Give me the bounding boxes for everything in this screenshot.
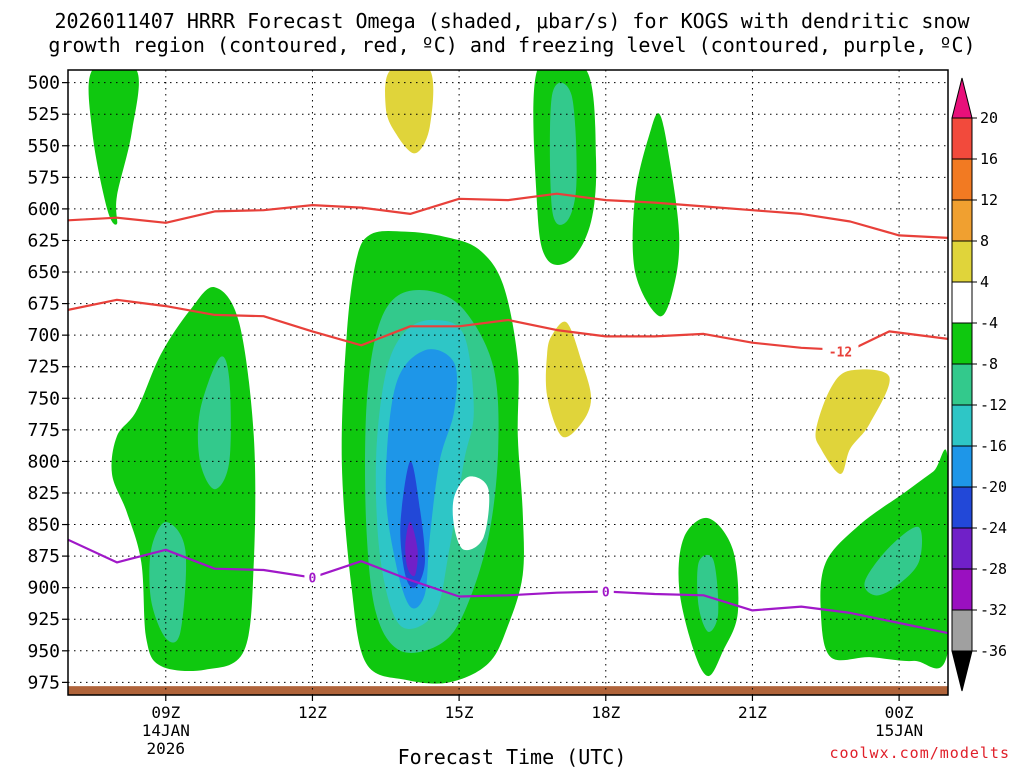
- y-tick-label-575: 575: [27, 167, 60, 188]
- colorbar-bottom-arrow: [951, 650, 973, 692]
- omega-teal-left-upper: [197, 356, 231, 490]
- colorbar-swatch-1: [951, 158, 973, 201]
- colorbar-swatch-7: [951, 404, 973, 447]
- x-tick-label-09Z: 09Z: [151, 703, 180, 722]
- omega-yellow-upper: [385, 70, 434, 154]
- y-tick-label-550: 550: [27, 136, 60, 157]
- red-contour-upper: [68, 192, 948, 239]
- y-tick-label-775: 775: [27, 420, 60, 441]
- colorbar-label-13: -36: [980, 642, 1007, 660]
- purple-freezing-level-label-1: 0: [602, 585, 610, 600]
- x-tick-label-18Z: 18Z: [591, 703, 620, 722]
- y-tick-label-725: 725: [27, 357, 60, 378]
- colorbar-swatch-9: [951, 486, 973, 529]
- colorbar-label-9: -20: [980, 478, 1007, 496]
- y-tick-label-750: 750: [27, 388, 60, 409]
- y-tick-label-650: 650: [27, 262, 60, 283]
- colorbar-label-1: 16: [980, 150, 998, 168]
- colorbar-label-12: -32: [980, 601, 1007, 619]
- colorbar-label-8: -16: [980, 437, 1007, 455]
- colorbar-swatch-5: [951, 322, 973, 365]
- colorbar-swatch-12: [951, 609, 973, 652]
- omega-green-upper-right: [632, 113, 680, 317]
- omega-green-upper-left: [88, 70, 139, 225]
- y-tick-label-850: 850: [27, 515, 60, 536]
- y-tick-label-900: 900: [27, 578, 60, 599]
- omega-hole-center: [452, 476, 490, 551]
- x-axis-label: Forecast Time (UTC): [397, 745, 627, 769]
- x-tick-sublabel2-09Z: 2026: [147, 739, 186, 758]
- red-contour-lower-label-bg-0: [822, 343, 859, 360]
- x-tick-label-12Z: 12Z: [298, 703, 327, 722]
- y-tick-label-525: 525: [27, 104, 60, 125]
- y-tick-label-675: 675: [27, 294, 60, 315]
- purple-freezing-level-label-bg-1: [597, 583, 614, 600]
- omega-yellow-middle: [545, 321, 592, 438]
- red-contour-lower-label-0: -12: [829, 346, 852, 361]
- colorbar-swatch-8: [951, 445, 973, 488]
- omega-teal-lower-middle: [697, 554, 719, 632]
- y-tick-label-625: 625: [27, 230, 60, 251]
- y-tick-label-600: 600: [27, 199, 60, 220]
- colorbar-label-0: 20: [980, 109, 998, 127]
- omega-green-left: [111, 286, 256, 672]
- credit-link[interactable]: coolwx.com/modelts: [829, 744, 1010, 762]
- colorbar-label-4: 4: [980, 273, 989, 291]
- plot-frame: [67, 69, 949, 696]
- colorbar-label-6: -8: [980, 355, 998, 373]
- y-tick-label-975: 975: [27, 672, 60, 693]
- colorbar-label-3: 8: [980, 232, 989, 250]
- colorbar-top-arrow: [951, 77, 973, 119]
- y-tick-label-950: 950: [27, 641, 60, 662]
- colorbar-swatch-6: [951, 363, 973, 406]
- terrain-ground-strip: [68, 686, 948, 695]
- omega-yellow-right: [815, 369, 890, 474]
- x-tick-label-21Z: 21Z: [738, 703, 767, 722]
- purple-freezing-level: [68, 538, 948, 635]
- y-tick-label-825: 825: [27, 483, 60, 504]
- y-tick-label-800: 800: [27, 451, 60, 472]
- colorbar-swatch-4: [951, 281, 973, 324]
- x-tick-label-15Z: 15Z: [445, 703, 474, 722]
- colorbar-label-2: 12: [980, 191, 998, 209]
- purple-freezing-level-label-0: 0: [309, 572, 317, 587]
- y-tick-label-500: 500: [27, 73, 60, 94]
- colorbar-swatch-10: [951, 527, 973, 570]
- omega-teal-lower-right: [864, 526, 923, 596]
- chart-title-line-2: growth region (contoured, red, ºC) and f…: [48, 33, 976, 57]
- colorbar-label-11: -28: [980, 560, 1007, 578]
- omega-purple-center: [405, 521, 418, 577]
- omega-teal-upper-middle: [549, 82, 577, 225]
- colorbar-swatch-0: [951, 117, 973, 160]
- y-tick-label-925: 925: [27, 609, 60, 630]
- purple-freezing-level-label-bg-0: [304, 569, 321, 586]
- colorbar-swatch-2: [951, 199, 973, 242]
- colorbar-label-5: -4: [980, 314, 998, 332]
- colorbar-swatch-11: [951, 568, 973, 611]
- y-tick-label-700: 700: [27, 325, 60, 346]
- x-tick-sublabel-09Z: 14JAN: [142, 721, 190, 740]
- y-tick-label-875: 875: [27, 546, 60, 567]
- chart-title-line-1: 2026011407 HRRR Forecast Omega (shaded, …: [54, 9, 970, 33]
- colorbar-label-10: -24: [980, 519, 1007, 537]
- x-tick-label-00Z: 00Z: [885, 703, 914, 722]
- colorbar-label-7: -12: [980, 396, 1007, 414]
- x-tick-sublabel-00Z: 15JAN: [875, 721, 923, 740]
- colorbar-swatch-3: [951, 240, 973, 283]
